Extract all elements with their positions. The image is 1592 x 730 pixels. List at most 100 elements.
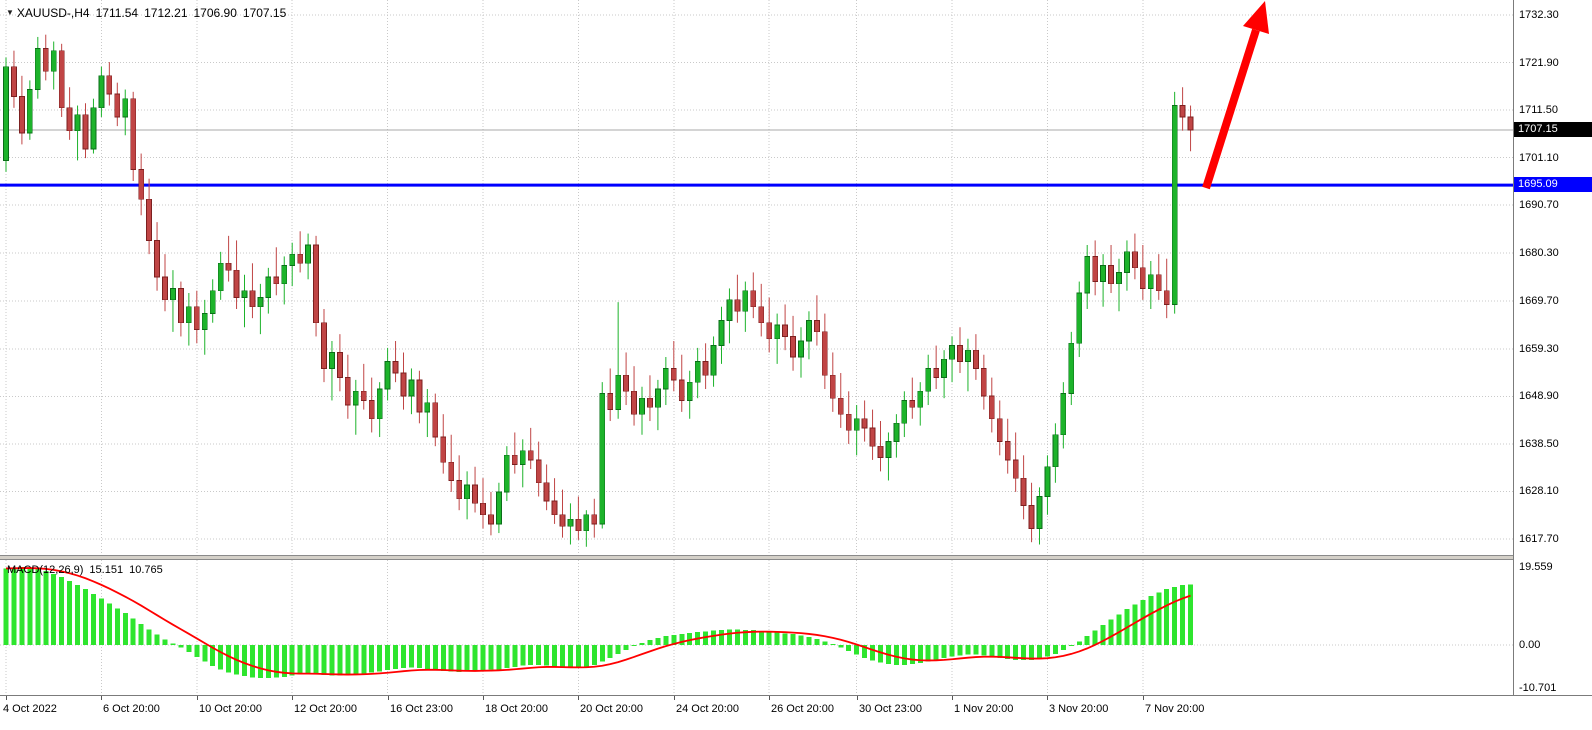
macd-histogram-bar [424,645,430,669]
macd-histogram-bar [639,643,645,645]
macd-histogram-bar [464,645,470,672]
macd-histogram-bar [440,645,446,671]
candle-body [249,290,256,308]
time-axis-tick [388,696,389,700]
time-axis-tick [483,696,484,700]
candle-body [1155,274,1162,292]
time-axis[interactable]: 4 Oct 2022 6 Oct 20:00 10 Oct 20:00 12 Oct … [0,695,1592,730]
time-axis-label: 30 Oct 23:00 [859,703,922,715]
candle-body [305,244,311,264]
price-axis-label: 1721.90 [1519,56,1559,69]
candle-body [281,265,288,285]
candle-body [456,480,463,500]
macd-histogram-bar [997,645,1003,658]
time-axis-tick [952,696,953,700]
macd-histogram-bar [560,645,565,668]
macd-histogram-bar [289,645,295,676]
candle-body [535,459,542,484]
candle-body [185,306,192,324]
trend-arrow[interactable] [1202,1,1269,190]
candle-body [225,262,232,271]
macd-histogram-bar [615,645,621,654]
macd-histogram-bar [1116,614,1122,645]
price-chart[interactable] [0,0,1513,555]
time-axis-label: 18 Oct 20:00 [485,703,548,715]
price-axis-label: 1628.10 [1519,485,1559,498]
macd-histogram-bar [353,645,359,675]
time-axis-tick [101,696,102,700]
candle-body [329,352,335,369]
candle-body [217,262,224,292]
macd-histogram-bar [806,637,812,645]
macd-histogram-bar [854,645,860,655]
macd-histogram-bar [1164,589,1170,645]
time-axis-tick [6,696,7,700]
macd-histogram-bar [782,633,788,645]
candle-body [11,66,17,97]
candle-body [647,397,653,408]
candle-body [1139,267,1146,289]
macd-histogram-bar [393,645,399,669]
panel-separator[interactable] [0,555,1592,560]
candle-body [670,368,677,381]
symbol-timeframe-label: XAUUSD-,H4 [16,6,90,20]
macd-histogram-bar [1132,604,1138,645]
macd-histogram-bar [957,645,963,656]
candle-body [448,461,455,481]
macd-histogram-bar [329,645,335,676]
candle-body [130,98,137,170]
price-axis-label: 1711.50 [1519,104,1558,117]
macd-histogram-bar [345,645,351,675]
macd-histogram-bar [448,645,454,672]
macd-histogram-bar [536,645,542,665]
price-axis-label: 1680.30 [1519,246,1559,259]
macd-histogram-bar [1140,599,1146,645]
macd-histogram-bar [655,637,661,645]
candle-body [416,379,423,413]
macd-histogram-bar [273,645,279,678]
time-axis-label: 20 Oct 20:00 [580,703,643,715]
candle-body [766,322,773,340]
candle-body [1028,505,1035,529]
macd-histogram-bar [901,645,907,665]
candle-body [583,514,590,532]
macd-histogram-bar [623,645,629,650]
macd-histogram-bar [711,630,717,645]
candle-body [511,454,518,465]
candle-body [289,253,296,266]
candle-body [901,400,908,424]
macd-histogram-bar [35,569,41,645]
candle-body [527,450,534,461]
macd-histogram-bar [194,645,200,657]
macd-histogram-bar [631,645,637,647]
candle-body [392,361,399,374]
time-axis-label: 10 Oct 20:00 [199,703,262,715]
macd-histogram-bar [1029,645,1035,660]
price-axis[interactable]: 1732.30 1721.90 1711.50 1701.10 1690.70 1680.… [1513,0,1592,695]
candle-body [1116,272,1122,285]
macd-histogram-bar [19,567,25,645]
macd-histogram-bar [162,639,168,645]
macd-histogram-bar [726,629,732,645]
candle-body [734,299,741,312]
macd-histogram-bar [1052,645,1058,654]
price-axis-label: 1701.10 [1519,151,1559,164]
candle-body [615,374,622,410]
candles-layer [3,34,1194,547]
macd-histogram-bar [703,631,709,645]
macd-histogram-bar [456,645,462,673]
candle-body [3,66,9,161]
macd-panel[interactable] [0,560,1513,695]
macd-histogram-bar [512,645,518,667]
candle-body [869,427,876,447]
price-axis-label: 1617.70 [1519,533,1559,545]
candle-body [74,114,81,132]
macd-histogram-bar [949,645,955,657]
macd-histogram-bar [750,630,756,645]
macd-histogram-bar [742,629,748,645]
candle-body [742,290,749,312]
candle-body [686,381,693,401]
macd-histogram-bar [281,645,287,677]
macd-histogram-bar [11,567,17,645]
candle-body [400,372,407,397]
